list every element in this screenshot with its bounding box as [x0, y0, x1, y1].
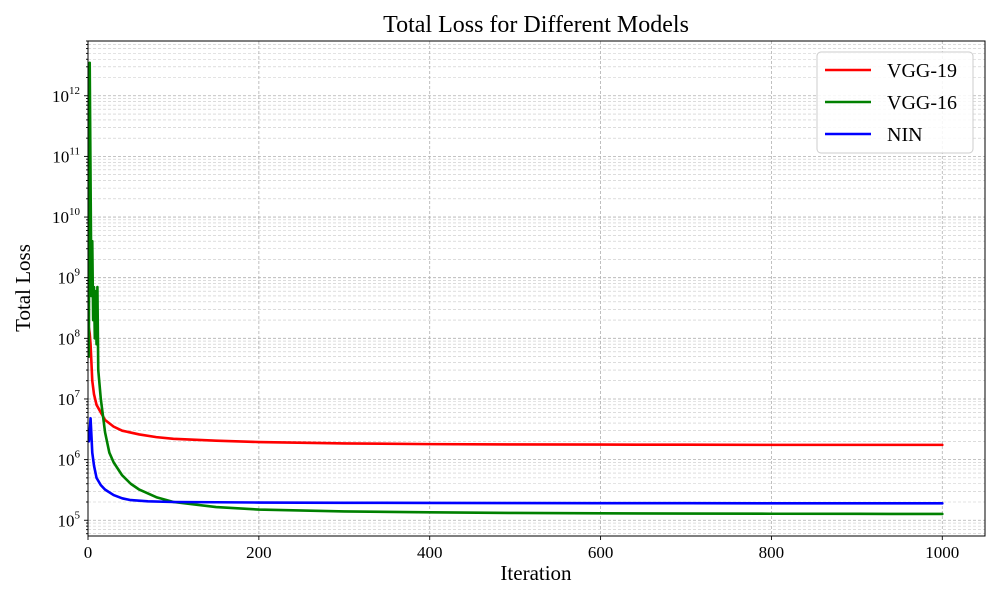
y-tick-base: 10: [52, 208, 69, 227]
x-tick-label: 600: [588, 543, 614, 562]
y-tick-label: 105: [58, 509, 81, 530]
y-tick-label: 109: [58, 267, 81, 288]
y-tick-exponent: 6: [75, 449, 81, 461]
x-tick-label: 1000: [925, 543, 959, 562]
legend-label: NIN: [887, 124, 923, 146]
y-tick-exponent: 11: [69, 145, 80, 157]
y-tick-exponent: 8: [75, 327, 81, 339]
y-tick-base: 10: [58, 390, 75, 409]
y-tick-label: 1010: [52, 206, 81, 227]
y-tick-base: 10: [52, 87, 69, 106]
x-tick-label: 0: [84, 543, 93, 562]
y-axis-label: Total Loss: [11, 244, 35, 332]
y-tick-base: 10: [58, 269, 75, 288]
y-tick-base: 10: [58, 451, 75, 470]
y-tick-exponent: 7: [75, 388, 81, 400]
y-tick-exponent: 10: [69, 206, 81, 218]
x-tick-label: 400: [417, 543, 443, 562]
y-tick-label: 106: [58, 449, 81, 470]
y-tick-label: 1012: [52, 85, 80, 106]
y-tick-label: 107: [58, 388, 81, 409]
x-tick-label: 200: [246, 543, 272, 562]
x-axis-label: Iteration: [500, 561, 572, 585]
legend-box: [816, 51, 974, 154]
tick-layer: 0 200 400 600 800 100010510610710810910101011…: [52, 40, 959, 562]
y-tick-exponent: 5: [75, 509, 81, 521]
y-tick-exponent: 12: [69, 85, 80, 97]
series-line-vgg-19: [88, 326, 944, 447]
series-line-nin: [88, 417, 944, 505]
y-tick-label: 108: [58, 327, 81, 348]
legend-label: VGG-19: [887, 60, 957, 82]
y-tick-base: 10: [52, 147, 69, 166]
chart-title: Total Loss for Different Models: [383, 12, 689, 38]
legend-label: VGG-16: [887, 92, 957, 114]
y-tick-label: 1011: [52, 145, 80, 166]
y-tick-exponent: 9: [75, 267, 81, 279]
plot-frame: [87, 40, 986, 537]
y-tick-base: 10: [58, 329, 75, 348]
legend: VGG-19 VGG-16 NIN: [816, 51, 974, 154]
series-layer: [88, 61, 944, 516]
x-tick-label: 800: [759, 543, 785, 562]
series-line-vgg-16: [88, 61, 944, 516]
y-tick-base: 10: [58, 511, 75, 530]
